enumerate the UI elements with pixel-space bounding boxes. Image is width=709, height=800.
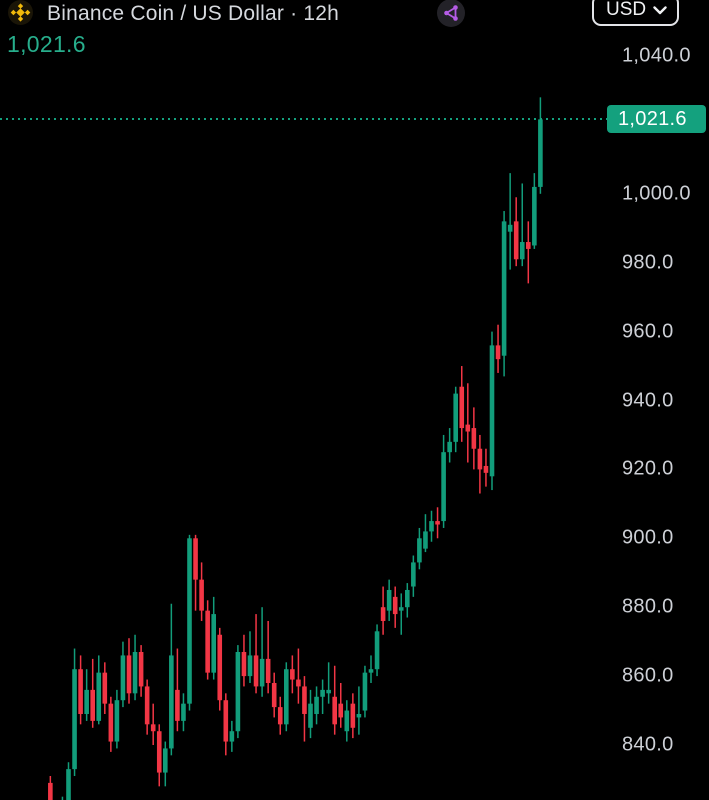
- price-tick-label: 920.0: [622, 457, 674, 480]
- header-last-price: 1,021.6: [7, 31, 86, 57]
- share-icon: [437, 0, 465, 30]
- binance-logo-icon: [8, 0, 33, 25]
- currency-selector[interactable]: USD: [592, 0, 679, 26]
- price-tick-label: 880.0: [622, 595, 674, 618]
- price-tick-label: 940.0: [622, 389, 674, 411]
- price-tick-label: 1,040.0: [622, 44, 691, 67]
- symbol-title[interactable]: Binance Coin / US Dollar · 12h: [47, 2, 339, 25]
- share-button[interactable]: [437, 0, 465, 27]
- price-tick-label: 1,000.0: [622, 182, 691, 205]
- chevron-down-icon: [653, 0, 667, 21]
- price-tick-label: 840.0: [622, 733, 674, 756]
- last-price-tag: 1,021.6: [607, 105, 706, 134]
- price-tick-label: 980.0: [622, 251, 674, 274]
- last-price-line: [0, 118, 607, 121]
- price-tick-label: 860.0: [622, 664, 674, 687]
- price-tick-label: 960.0: [622, 320, 674, 343]
- price-tick-label: 900.0: [622, 526, 674, 549]
- currency-label: USD: [606, 0, 647, 20]
